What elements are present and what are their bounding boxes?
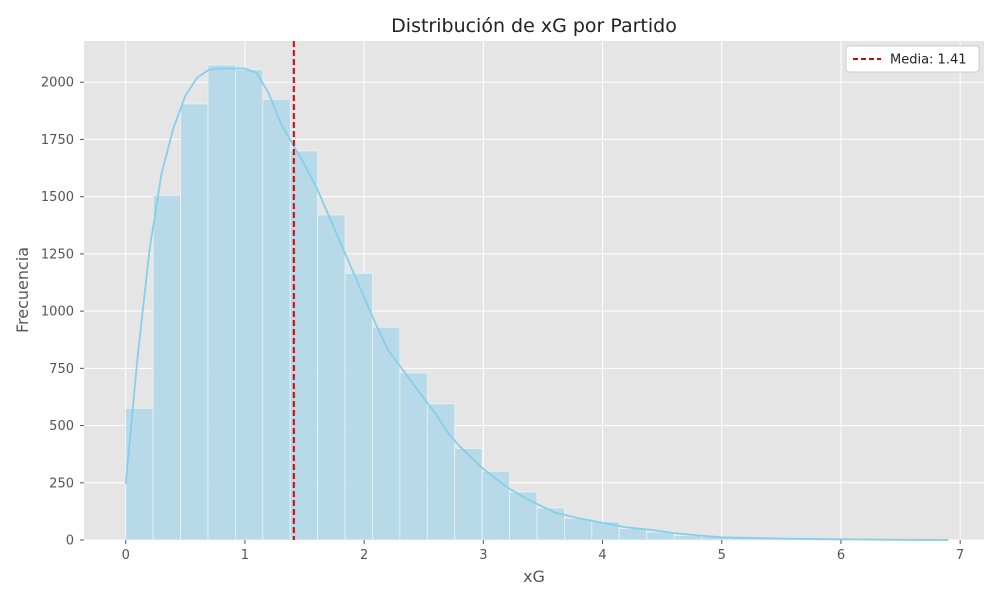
histogram-bar xyxy=(125,407,154,541)
y-tick-label: 1750 xyxy=(41,133,74,148)
histogram-bar xyxy=(509,491,538,541)
grid xyxy=(84,41,984,541)
histogram-bar xyxy=(289,150,319,541)
chart-title: Distribución de xG por Partido xyxy=(391,15,677,37)
x-tick-label: 1 xyxy=(241,548,249,563)
x-tick-label: 2 xyxy=(360,548,368,563)
y-tick-label: 500 xyxy=(49,419,74,434)
histogram-bar xyxy=(262,98,291,541)
y-tick-label: 1500 xyxy=(41,190,74,205)
x-tick-label: 7 xyxy=(956,548,964,563)
y-tick-label: 0 xyxy=(66,534,74,549)
x-tick-label: 4 xyxy=(598,548,606,563)
histogram-bar xyxy=(344,272,373,541)
y-tick-label: 250 xyxy=(49,476,74,491)
kde-curve xyxy=(124,67,949,541)
histogram-bar xyxy=(454,448,483,541)
histogram-bar xyxy=(317,214,346,541)
histogram-bar xyxy=(372,326,401,541)
x-tick-label: 5 xyxy=(718,548,726,563)
y-tick-label: 750 xyxy=(49,362,74,377)
y-tick-label: 1000 xyxy=(41,305,74,320)
legend-mean-label: Media: 1.41 xyxy=(890,53,967,68)
legend-box xyxy=(845,45,980,73)
histogram-bar xyxy=(563,517,593,541)
tick-labels: 0 1 2 3 4 5 6 7 0 250 500 750 1000 1250 1500 1750 2000 xyxy=(41,76,964,563)
kde-curve-layer xyxy=(124,67,949,541)
y-tick-label: 2000 xyxy=(41,76,74,91)
histogram-bar xyxy=(426,403,456,541)
x-tick-label: 6 xyxy=(837,548,845,563)
histogram-bar xyxy=(399,372,428,541)
histogram-bar xyxy=(618,528,648,541)
histogram-bar xyxy=(207,64,236,541)
histogram-bar xyxy=(234,69,264,541)
histogram-bar xyxy=(180,103,209,541)
y-axis-label: Frecuencia xyxy=(13,247,32,333)
histogram-bar xyxy=(536,507,565,541)
x-axis-label: xG xyxy=(523,567,545,586)
x-tick-label: 3 xyxy=(479,548,487,563)
y-tick-label: 1250 xyxy=(41,247,74,262)
histogram-bars xyxy=(125,64,949,541)
histogram-bar xyxy=(481,470,510,541)
histogram-bar xyxy=(152,195,181,541)
x-tick-label: 0 xyxy=(122,548,130,563)
legend: Media: 1.41 xyxy=(845,45,980,73)
